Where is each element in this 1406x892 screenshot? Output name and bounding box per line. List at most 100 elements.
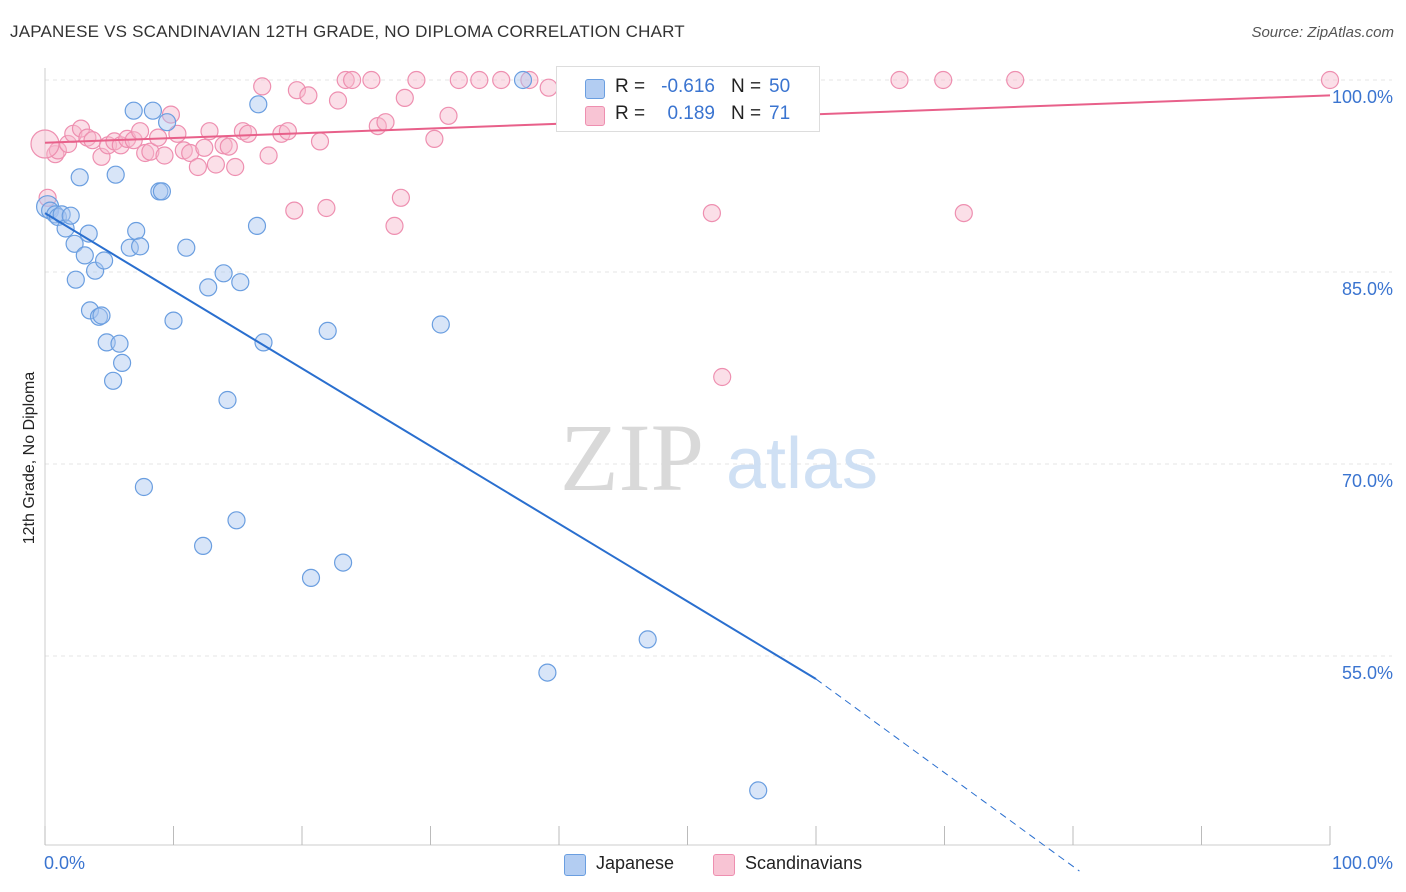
n-value-japanese: 50: [769, 76, 791, 97]
stats-row-scandinavians: R = 0.189 N = 71: [557, 102, 819, 128]
japanese-point: [227, 511, 246, 530]
tick-labels: 100.0% 85.0% 70.0% 55.0% 0.0% 100.0%: [44, 87, 1393, 873]
japanese-point: [214, 264, 233, 283]
japanese-point: [247, 216, 267, 235]
y-tick-label: 85.0%: [1342, 279, 1393, 299]
japanese-point: [65, 234, 84, 253]
scandinavians-point: [385, 216, 404, 235]
japanese-point: [112, 353, 132, 372]
japanese-point: [158, 113, 177, 132]
japanese-point: [194, 536, 213, 556]
scandinavians-point: [336, 70, 355, 90]
scandinavians-legend-swatch: [713, 854, 735, 876]
scandinavians-point: [890, 70, 909, 90]
chart-title: JAPANESE VS SCANDINAVIAN 12TH GRADE, NO …: [10, 22, 685, 41]
japanese-point: [638, 630, 657, 649]
japanese-point: [75, 246, 94, 265]
japanese-point: [61, 206, 80, 225]
scandinavians-point: [391, 188, 410, 207]
scandinavians-point: [299, 86, 318, 105]
n-value-scandinavians: 71: [769, 103, 791, 124]
scandinavians-point: [181, 143, 200, 163]
japanese-point: [334, 553, 353, 572]
japanese-point: [124, 101, 143, 120]
scandinavians-point: [287, 81, 306, 100]
japanese-point: [94, 251, 114, 270]
scandinavians-point: [425, 129, 444, 148]
scandinavians-point: [439, 106, 458, 125]
scandinavians-point: [259, 146, 278, 165]
y-tick-label: 100.0%: [1332, 87, 1393, 107]
scandinavians-point: [141, 142, 160, 161]
scandinavians-point: [395, 88, 414, 108]
scandinavians-point: [954, 204, 973, 223]
scandinavians-point: [188, 157, 207, 177]
japanese-point: [513, 70, 533, 90]
scandinavians-point: [934, 70, 953, 90]
japanese-point: [152, 182, 171, 201]
n-label: N =: [731, 103, 762, 124]
stats-row-japanese: R = -0.616 N = 50: [557, 75, 819, 101]
japanese-point: [164, 311, 183, 330]
scandinavians-point: [226, 157, 245, 177]
japanese-point: [131, 237, 150, 256]
japanese-point: [301, 568, 321, 588]
japanese-swatch: [585, 79, 605, 99]
watermark-atlas: atlas: [726, 424, 878, 504]
scandinavians-point: [238, 124, 258, 143]
y-tick-label: 55.0%: [1342, 663, 1393, 683]
scandinavians-point: [1320, 70, 1340, 90]
watermark-zip: ZIP: [560, 404, 704, 511]
legend-label-japanese: Japanese: [596, 853, 675, 873]
scandinavians-point: [343, 70, 362, 90]
legend-label-scandinavians: Scandinavians: [745, 853, 863, 873]
japanese-point: [134, 477, 153, 497]
scandinavians-point: [92, 147, 111, 166]
r-value-scandinavians: 0.189: [667, 103, 715, 124]
n-label: N =: [731, 76, 762, 97]
scandinavians-point: [407, 70, 426, 90]
scandinavians-point: [317, 198, 336, 218]
scandinavians-point: [131, 122, 150, 141]
scandinavians-point: [206, 155, 225, 174]
scandinavians-point: [492, 70, 511, 90]
japanese-point: [177, 238, 196, 257]
japanese-trend-extension: [815, 678, 1080, 872]
japanese-point: [92, 306, 111, 325]
japanese-point: [218, 390, 237, 410]
scandinavians-point: [449, 70, 468, 90]
scandinavians-point: [285, 201, 304, 220]
gridlines: [45, 79, 1392, 657]
japanese-legend-swatch: [564, 854, 586, 876]
japanese-point: [127, 221, 146, 241]
japanese-point: [318, 321, 337, 340]
japanese-points: [35, 70, 768, 800]
japanese-point: [70, 168, 89, 187]
japanese-point: [249, 95, 268, 114]
scandinavians-point: [278, 122, 297, 141]
r-value-japanese: -0.616: [661, 76, 715, 97]
japanese-point: [103, 371, 123, 390]
scandinavians-point: [376, 113, 395, 132]
japanese-point: [80, 301, 100, 320]
y-tick-label: 70.0%: [1342, 471, 1393, 491]
japanese-trend-line: [44, 212, 817, 680]
scandinavians-point: [539, 78, 558, 97]
scandinavians-point: [1006, 70, 1025, 90]
scandinavians-point: [328, 91, 348, 110]
scandinavians-point: [310, 132, 330, 151]
japanese-point: [66, 270, 85, 289]
japanese-point: [143, 101, 162, 120]
scandinavians-swatch: [585, 106, 605, 126]
japanese-point: [85, 261, 105, 280]
source-label: Source: ZipAtlas.com: [1251, 24, 1394, 41]
r-label: R =: [615, 103, 646, 124]
axes: [44, 68, 1331, 846]
japanese-point: [110, 334, 129, 353]
scandinavians-point: [200, 122, 219, 141]
scandinavians-point: [520, 70, 539, 90]
x-tick-label: 100.0%: [1332, 853, 1393, 873]
japanese-point: [749, 781, 768, 800]
scandinavians-point: [713, 367, 732, 387]
